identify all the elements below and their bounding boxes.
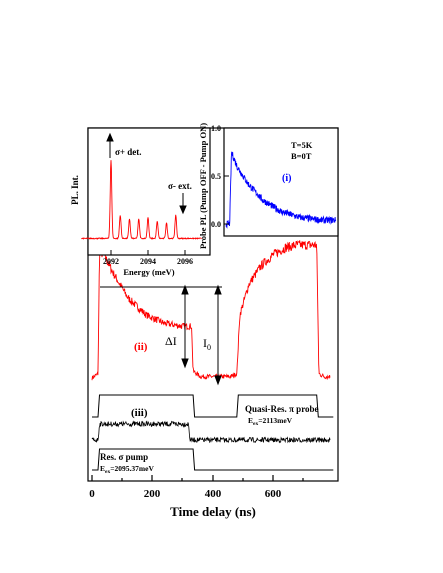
inset-left-arrow-up: [106, 132, 114, 158]
probe-label-1: Quasi-Res. π probe: [245, 404, 319, 414]
trace-ii-line: [91, 240, 331, 381]
i0-arrow: [214, 284, 222, 386]
inset-right-ytick-label: 0.5: [211, 172, 221, 181]
annotation-i0: I0: [203, 336, 211, 352]
inset-right-cond2: B=0T: [291, 151, 312, 161]
annotation-delta-i: ΔI: [165, 334, 177, 348]
inset-right-cond1: T=5K: [291, 140, 313, 150]
inset-right-ytick-label: 0.0: [211, 220, 221, 229]
inset-left-xtick-label: 2092: [103, 257, 119, 266]
probe-label-2: Eex=2113meV: [248, 416, 293, 427]
inset-left-spectrum: [81, 160, 202, 240]
pump-label-2: Eex=2095.37meV: [100, 464, 154, 475]
annotation-trace-iii: (iii): [131, 407, 148, 419]
pump-e: E: [100, 464, 105, 473]
probe-e-sub: ex: [253, 421, 258, 427]
pump-e-sub: ex: [105, 469, 110, 475]
pump-e-rest: =2095.37meV: [110, 464, 154, 473]
probe-e-rest: =2113meV: [258, 416, 292, 425]
inset-right-ylabel: Probe PL (Pump OFF - Pump ON): [198, 123, 208, 249]
probe-e: E: [248, 416, 253, 425]
inset-right-ytick-label: 1.0: [211, 124, 221, 133]
x-axis: [91, 475, 304, 481]
inset-left-arrow2-label: σ- ext.: [168, 181, 192, 191]
x-axis-label: Time delay (ns): [170, 504, 256, 519]
inset-left-arrow-down: [179, 193, 187, 215]
delta-i-arrow: [181, 284, 189, 369]
x-tick-label: 0: [89, 488, 95, 500]
inset-right-trace-label: (i): [282, 173, 291, 184]
pump-pulse-line: [92, 448, 334, 471]
annotation-trace-ii: (ii): [134, 341, 148, 353]
x-tick-label: 200: [144, 488, 161, 500]
x-tick-label: 600: [265, 488, 282, 500]
inset-right-trace-i: [225, 151, 337, 229]
inset-right-frame: [223, 127, 339, 237]
inset-left-frame: [87, 127, 211, 256]
inset-left-arrow1-label: σ+ det.: [115, 147, 142, 157]
inset-left-ylabel: PL. Int.: [70, 175, 80, 205]
i0-main: I: [203, 336, 207, 350]
inset-left-xlabel: Energy (meV): [123, 267, 174, 277]
inset-left-xtick-label: 2096: [177, 257, 193, 266]
x-tick-label: 400: [205, 488, 222, 500]
probe-pulse-line: [92, 394, 334, 418]
pulse-traces: [92, 394, 334, 471]
trace-iii-line: [91, 420, 331, 444]
inset-left-xtick-label: 2094: [140, 257, 156, 266]
pump-label-1: Res. σ pump: [100, 452, 148, 462]
i0-sub: 0: [207, 343, 211, 352]
